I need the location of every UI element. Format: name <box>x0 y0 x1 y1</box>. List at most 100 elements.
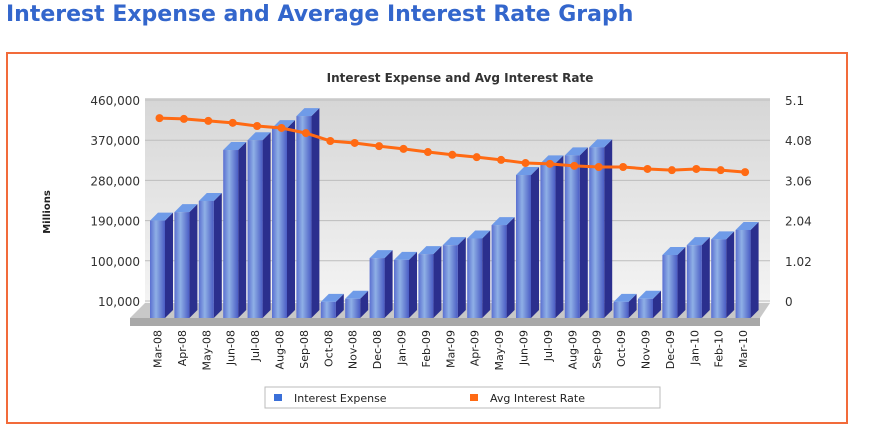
y-tick-right: 4.08 <box>785 134 812 148</box>
bar-side <box>482 230 491 318</box>
bar-front <box>174 212 190 318</box>
x-tick-label: Apr-09 <box>469 330 482 366</box>
bar-Sep-08 <box>296 108 320 318</box>
bar-side <box>701 237 710 318</box>
bar-front <box>247 140 263 318</box>
bar-May-08 <box>198 192 222 318</box>
y-tick-right: 0 <box>785 295 793 309</box>
bar-front <box>320 301 336 318</box>
x-tick-label: May-08 <box>200 330 213 371</box>
bar-Mar-08 <box>150 212 173 318</box>
x-tick-label: Nov-08 <box>347 330 360 369</box>
bar-side <box>531 167 539 318</box>
bar-top <box>735 221 759 230</box>
bar-side <box>238 142 247 318</box>
bar-front <box>296 116 312 318</box>
x-tick-label: Mar-10 <box>737 330 750 368</box>
x-tick-label: Feb-09 <box>420 330 433 367</box>
bar-side <box>384 250 393 318</box>
bar-front <box>589 147 605 318</box>
bar-front <box>491 225 507 318</box>
rate-point-Jul-08 <box>253 122 262 131</box>
bar-Oct-09 <box>613 293 637 318</box>
bar-side <box>555 155 564 318</box>
bar-top <box>198 192 222 201</box>
x-tick-label: Jan-10 <box>688 330 701 366</box>
bar-side <box>165 212 173 318</box>
x-tick-label: Apr-08 <box>176 330 189 366</box>
bar-front <box>662 254 678 318</box>
bar-side <box>287 120 295 318</box>
bar-front <box>686 245 702 318</box>
x-tick-label: Oct-08 <box>322 330 335 367</box>
x-tick-label: Dec-08 <box>371 330 384 369</box>
bar-front <box>711 239 727 318</box>
x-tick-label: Feb-10 <box>713 330 726 367</box>
x-tick-label: Mar-08 <box>152 330 165 368</box>
bar-front <box>467 238 483 318</box>
y-tick-right: 1.02 <box>785 255 812 269</box>
bar-top <box>418 246 442 255</box>
rate-point-Mar-10 <box>741 168 750 177</box>
bar-top <box>442 237 466 246</box>
x-tick-label: Jul-09 <box>542 330 555 362</box>
bar-side <box>506 217 515 318</box>
bar-Feb-10 <box>711 231 735 318</box>
y-tick-right: 3.06 <box>785 174 812 188</box>
y-axis-label: Millions <box>42 190 53 234</box>
bar-side <box>579 147 588 318</box>
bar-Jun-08 <box>223 142 247 318</box>
x-tick-label: Jun-09 <box>518 330 531 366</box>
bar-side <box>750 221 759 318</box>
bar-top <box>296 108 320 117</box>
bar-side <box>213 192 222 318</box>
bar-Nov-09 <box>638 290 661 318</box>
x-tick-label: Sep-08 <box>298 330 311 369</box>
rate-point-Oct-08 <box>326 136 335 145</box>
x-tick-label: Nov-09 <box>640 330 653 369</box>
bar-side <box>360 290 369 318</box>
bar-side <box>189 204 198 318</box>
bar-front <box>223 150 239 318</box>
bar-front <box>150 220 165 318</box>
bar-Dec-09 <box>662 246 686 318</box>
bar-top <box>491 217 515 226</box>
bar-Jun-09 <box>516 167 539 318</box>
rate-point-Nov-08 <box>350 138 359 147</box>
bar-top <box>613 293 637 302</box>
x-tick-label: Aug-09 <box>566 330 579 369</box>
rate-point-May-09 <box>497 155 506 164</box>
rate-point-Apr-08 <box>179 114 188 123</box>
bar-front <box>198 200 214 318</box>
bar-Sep-09 <box>589 139 613 318</box>
rate-point-Aug-09 <box>570 161 579 170</box>
bar-side <box>262 132 271 318</box>
legend-label-interest-expense: Interest Expense <box>294 392 387 405</box>
bar-front <box>564 155 580 318</box>
bar-top <box>394 251 417 260</box>
rate-point-Jan-10 <box>692 164 701 173</box>
bar-side <box>653 290 661 318</box>
bar-Apr-09 <box>467 230 491 318</box>
x-tick-label: Oct-09 <box>615 330 628 367</box>
bar-front <box>442 245 458 318</box>
bar-side <box>604 139 613 318</box>
rate-point-Sep-09 <box>594 163 603 171</box>
rate-point-Sep-08 <box>301 129 310 138</box>
y-tick-right: 2.04 <box>785 215 812 229</box>
bar-side <box>677 246 686 318</box>
y-tick-left: 460,000 <box>90 94 140 108</box>
bar-front <box>638 298 653 318</box>
legend-box <box>264 386 661 409</box>
bar-Mar-09 <box>442 237 466 318</box>
bar-top <box>320 293 344 302</box>
page-title: Interest Expense and Average Interest Ra… <box>6 2 634 27</box>
bar-top <box>516 167 539 176</box>
y-tick-left: 370,000 <box>90 134 140 148</box>
x-tick-label: Jan-09 <box>396 330 409 366</box>
legend: Interest Expense Avg Interest Rate <box>264 386 661 409</box>
rate-point-Jun-08 <box>228 118 237 127</box>
bar-May-09 <box>491 217 515 318</box>
bar-Oct-08 <box>320 293 344 318</box>
